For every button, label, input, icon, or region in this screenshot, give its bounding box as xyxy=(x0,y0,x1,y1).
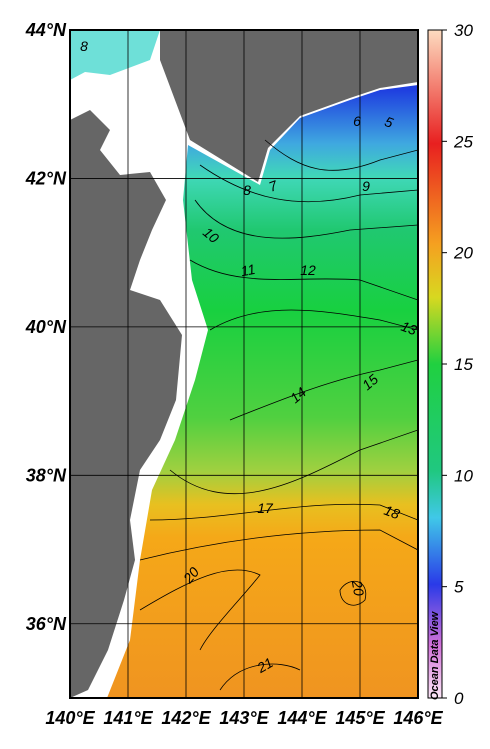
watermark: Ocean Data View xyxy=(429,610,441,700)
contour-label: 8 xyxy=(80,38,88,54)
contour-lines xyxy=(139,139,418,691)
contour-label: 17 xyxy=(257,500,274,516)
temperature-field xyxy=(107,85,418,698)
lon-tick-label: 140°E xyxy=(45,708,95,728)
cold-patch xyxy=(70,30,160,80)
land-honshu xyxy=(70,290,182,698)
lat-tick-label: 42°N xyxy=(25,168,67,188)
contour-label: 20 xyxy=(349,578,368,597)
contour-label: 12 xyxy=(300,262,316,278)
lon-tick-label: 142°E xyxy=(161,708,211,728)
lat-tick-label: 38°N xyxy=(26,465,67,485)
colorbar-tick-label: 15 xyxy=(454,355,473,374)
map-area xyxy=(70,30,418,698)
contour-label: 13 xyxy=(399,318,419,338)
map-frame xyxy=(69,29,419,699)
lon-tick-label: 146°E xyxy=(393,708,443,728)
contour-label: 9 xyxy=(362,178,370,194)
colorbar-tick-label: 5 xyxy=(454,578,464,597)
lat-tick-label: 40°N xyxy=(25,317,67,337)
land-hokkaido xyxy=(160,30,418,182)
contour-label: 6 xyxy=(353,113,361,129)
colorbar-tick-label: 0 xyxy=(454,689,464,708)
lat-tick-label: 44°N xyxy=(25,20,67,40)
colorbar xyxy=(427,29,443,699)
lat-tick-label: 36°N xyxy=(26,614,67,634)
lon-tick-label: 141°E xyxy=(103,708,153,728)
contour-label: 11 xyxy=(239,261,256,279)
contour-label: 21 xyxy=(253,654,275,676)
colorbar-tick-label: 30 xyxy=(454,21,473,40)
colorbar-tick-label: 10 xyxy=(454,466,473,485)
colorbar-tick-label: 25 xyxy=(453,132,473,151)
graticule xyxy=(70,30,418,698)
colorbar-tick-label: 20 xyxy=(453,244,473,263)
land-oshima xyxy=(70,110,166,290)
lon-tick-label: 145°E xyxy=(335,708,385,728)
lon-tick-label: 144°E xyxy=(277,708,327,728)
lon-tick-label: 143°E xyxy=(219,708,269,728)
contour-label: 18 xyxy=(382,502,402,522)
contour-label: 8 xyxy=(243,182,251,198)
